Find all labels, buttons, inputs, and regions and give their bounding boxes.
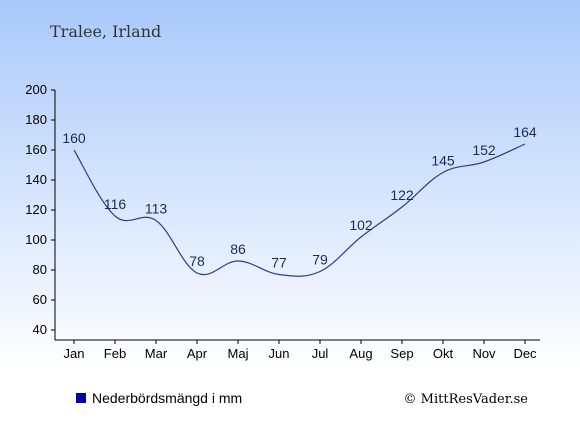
y-tick-label: 60: [33, 292, 47, 307]
data-label: 78: [189, 253, 205, 269]
x-tick-label: Feb: [104, 346, 126, 361]
y-tick-label: 80: [33, 262, 47, 277]
x-tick-label: Maj: [228, 346, 249, 361]
y-tick-label: 180: [25, 112, 47, 127]
y-tick-label: 140: [25, 172, 47, 187]
legend-label: Nederbördsmängd i mm: [92, 390, 242, 406]
y-tick-label: 200: [25, 82, 47, 97]
x-tick-label: Mar: [145, 346, 168, 361]
location-title: Tralee, Irland: [50, 22, 161, 41]
legend-swatch: [76, 393, 86, 403]
y-tick-label: 40: [33, 322, 47, 337]
data-label: 113: [145, 201, 168, 217]
y-axis-ticks: 40 60 80 100 120 140 160 180 200: [25, 82, 55, 337]
data-label: 160: [62, 130, 86, 146]
data-label: 79: [312, 252, 328, 268]
data-label: 152: [472, 142, 496, 158]
data-label: 122: [390, 187, 414, 203]
data-label: 86: [230, 241, 246, 257]
data-label: 77: [271, 255, 287, 271]
data-label: 116: [104, 196, 127, 212]
x-tick-label: Nov: [472, 346, 496, 361]
y-tick-label: 100: [25, 232, 47, 247]
data-labels: 160 116 113 78 86 77 79 102 122 145 152 164: [62, 124, 537, 271]
x-tick-label: Sep: [390, 346, 413, 361]
copyright-text: © MittResVader.se: [404, 392, 529, 407]
x-tick-label: Apr: [187, 346, 208, 361]
x-tick-label: Okt: [433, 346, 454, 361]
y-tick-label: 120: [25, 202, 47, 217]
x-tick-label: Dec: [513, 346, 537, 361]
x-axis-ticks: Jan Feb Mar Apr Maj Jun Jul Aug Sep Okt Nov Dec: [64, 340, 537, 361]
x-tick-label: Aug: [349, 346, 372, 361]
x-tick-label: Jul: [312, 346, 329, 361]
x-tick-label: Jan: [64, 346, 85, 361]
data-label: 102: [349, 217, 373, 233]
precipitation-line: [73, 143, 526, 277]
data-label: 145: [431, 153, 455, 169]
x-tick-label: Jun: [269, 346, 290, 361]
data-label: 164: [513, 124, 537, 140]
y-tick-label: 160: [25, 142, 47, 157]
